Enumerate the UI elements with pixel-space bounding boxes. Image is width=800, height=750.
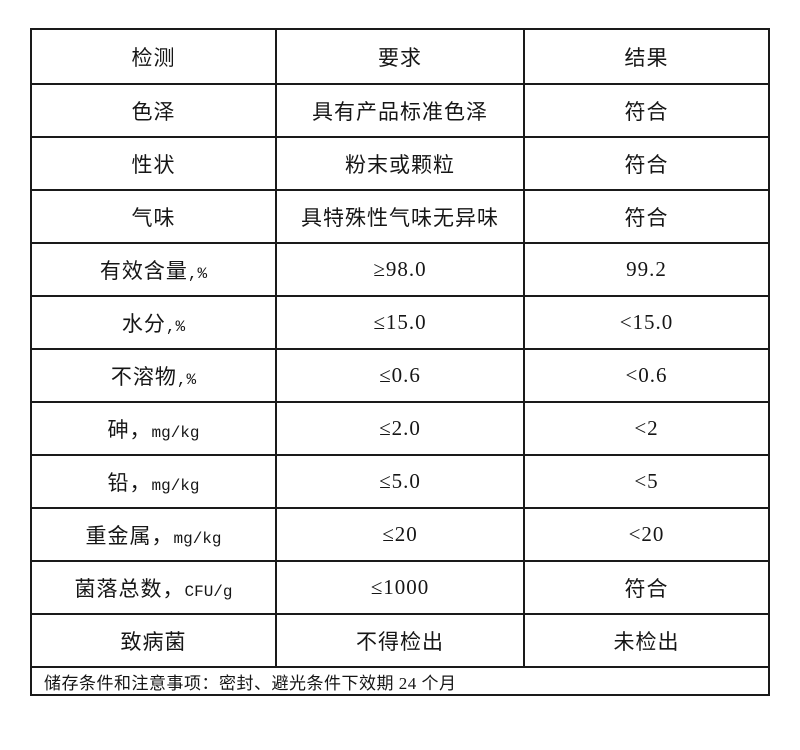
table-header-row: 检测 要求 结果 bbox=[30, 28, 770, 85]
result-cell: <5 bbox=[523, 454, 770, 509]
test-name-cell: 重金属，mg/kg bbox=[30, 507, 277, 562]
test-name: 重金属， bbox=[85, 523, 174, 548]
requirement-cell: ≤20 bbox=[275, 507, 525, 562]
result-cell: <20 bbox=[523, 507, 770, 562]
table-row: 性状 粉末或颗粒 符合 bbox=[30, 136, 770, 191]
table-row: 砷，mg/kg ≤2.0 <2 bbox=[30, 401, 770, 456]
test-name: 不溶物 bbox=[110, 364, 177, 389]
test-name-cell: 性状 bbox=[30, 136, 277, 191]
test-name: 性状 bbox=[131, 152, 176, 177]
table-row: 气味 具特殊性气味无异味 符合 bbox=[30, 189, 770, 244]
test-name: 铅， bbox=[107, 470, 152, 495]
result-cell: 符合 bbox=[523, 83, 770, 138]
header-cell-requirement: 要求 bbox=[275, 28, 525, 85]
requirement-cell: ≤0.6 bbox=[275, 348, 525, 403]
requirement-cell: ≤15.0 bbox=[275, 295, 525, 350]
table-row: 有效含量,% ≥98.0 99.2 bbox=[30, 242, 770, 297]
table-row: 菌落总数，CFU/g ≤1000 符合 bbox=[30, 560, 770, 615]
test-unit: ,% bbox=[187, 264, 208, 283]
result-cell: <15.0 bbox=[523, 295, 770, 350]
requirement-cell: ≤1000 bbox=[275, 560, 525, 615]
test-name: 致病菌 bbox=[120, 629, 187, 654]
table-row: 水分,% ≤15.0 <15.0 bbox=[30, 295, 770, 350]
requirement-cell: 具特殊性气味无异味 bbox=[275, 189, 525, 244]
test-unit: mg/kg bbox=[173, 529, 222, 548]
test-unit: CFU/g bbox=[184, 582, 233, 601]
inspection-table: 检测 要求 结果 色泽 具有产品标准色泽 符合 性状 粉末或颗粒 符合 气味 具… bbox=[30, 28, 770, 696]
result-cell: <0.6 bbox=[523, 348, 770, 403]
header-cell-result: 结果 bbox=[523, 28, 770, 85]
requirement-cell: ≤5.0 bbox=[275, 454, 525, 509]
requirement-cell: ≥98.0 bbox=[275, 242, 525, 297]
result-cell: 符合 bbox=[523, 189, 770, 244]
result-cell: 未检出 bbox=[523, 613, 770, 668]
requirement-cell: 具有产品标准色泽 bbox=[275, 83, 525, 138]
result-cell: <2 bbox=[523, 401, 770, 456]
test-name: 气味 bbox=[131, 205, 176, 230]
test-unit: ,% bbox=[176, 370, 197, 389]
result-cell: 符合 bbox=[523, 136, 770, 191]
table-footer-row: 储存条件和注意事项：密封、避光条件下效期 24 个月 bbox=[30, 666, 770, 696]
result-cell: 99.2 bbox=[523, 242, 770, 297]
test-name: 水分 bbox=[121, 311, 166, 336]
test-name-cell: 色泽 bbox=[30, 83, 277, 138]
requirement-cell: 粉末或颗粒 bbox=[275, 136, 525, 191]
test-name-cell: 致病菌 bbox=[30, 613, 277, 668]
test-unit: ,% bbox=[165, 317, 186, 336]
requirement-cell: 不得检出 bbox=[275, 613, 525, 668]
test-name: 砷， bbox=[107, 417, 152, 442]
test-name-cell: 有效含量,% bbox=[30, 242, 277, 297]
storage-note: 储存条件和注意事项：密封、避光条件下效期 24 个月 bbox=[30, 666, 770, 696]
test-name-cell: 不溶物,% bbox=[30, 348, 277, 403]
test-unit: mg/kg bbox=[151, 423, 200, 442]
requirement-cell: ≤2.0 bbox=[275, 401, 525, 456]
test-name: 有效含量 bbox=[99, 258, 188, 283]
table-row: 不溶物,% ≤0.6 <0.6 bbox=[30, 348, 770, 403]
result-cell: 符合 bbox=[523, 560, 770, 615]
test-unit: mg/kg bbox=[151, 476, 200, 495]
table-row: 铅，mg/kg ≤5.0 <5 bbox=[30, 454, 770, 509]
test-name-cell: 水分,% bbox=[30, 295, 277, 350]
test-name-cell: 铅，mg/kg bbox=[30, 454, 277, 509]
test-name: 色泽 bbox=[131, 99, 176, 124]
header-cell-test: 检测 bbox=[30, 28, 277, 85]
test-name: 菌落总数， bbox=[74, 576, 185, 601]
test-name-cell: 气味 bbox=[30, 189, 277, 244]
table-row: 致病菌 不得检出 未检出 bbox=[30, 613, 770, 668]
table-row: 重金属，mg/kg ≤20 <20 bbox=[30, 507, 770, 562]
table-row: 色泽 具有产品标准色泽 符合 bbox=[30, 83, 770, 138]
test-name-cell: 砷，mg/kg bbox=[30, 401, 277, 456]
test-name-cell: 菌落总数，CFU/g bbox=[30, 560, 277, 615]
